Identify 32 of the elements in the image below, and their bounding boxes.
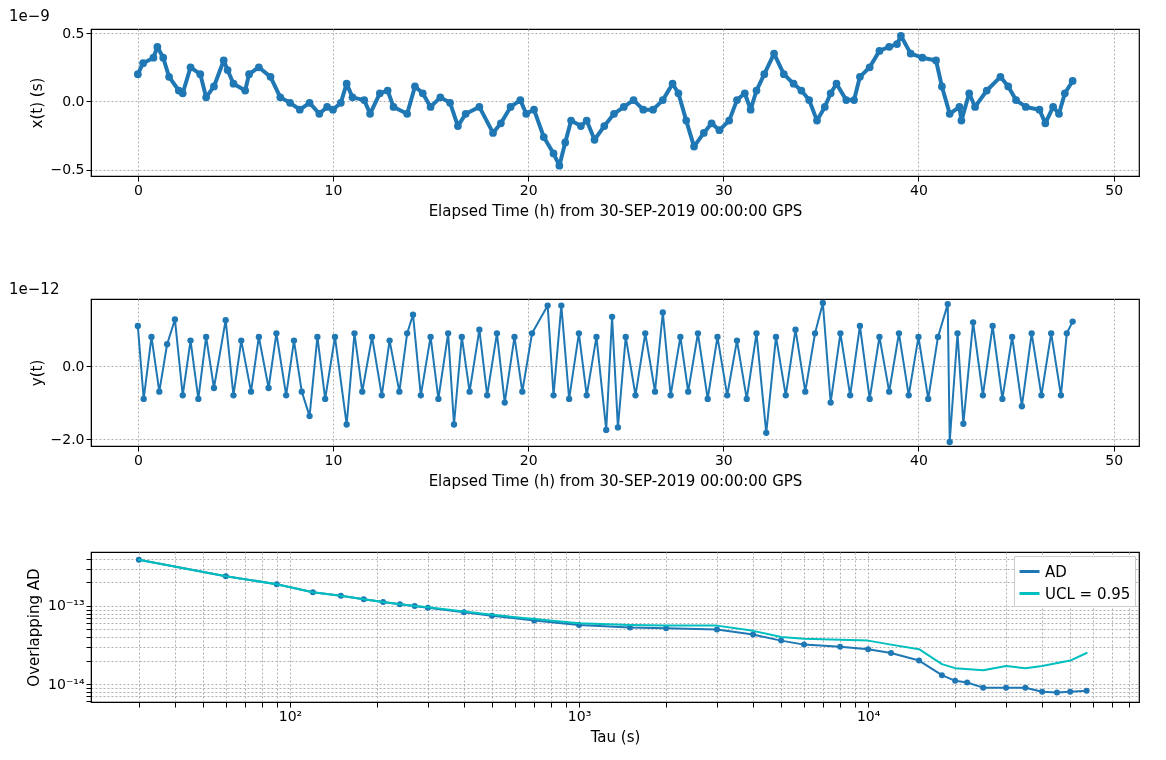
x-tick-label: 50 [1105,181,1124,198]
y-tick-label: 0.0 [62,92,85,109]
text: 1e−12 [9,280,60,298]
x-tick-label: 20 [519,181,538,198]
y-tick-label: 0.5 [62,24,85,41]
legend-label: AD [1045,562,1067,581]
x-axis-title: Tau (s) [589,727,641,746]
y-tick-label: −2.0 [50,430,85,447]
y-axis-title: y(t) [27,359,46,387]
x-tick-label: 20 [519,451,538,468]
x-tick-label: 0 [133,451,143,468]
x-tick-label: 40 [910,181,928,198]
x-tick-label: 10 [324,451,343,468]
legend-label: UCL = 0.95 [1045,584,1131,603]
x-tick-label: 50 [1105,451,1124,468]
x-tick-label: 0 [133,181,143,198]
x-tick-label: 10 [324,181,343,198]
x-axis-title: Elapsed Time (h) from 30-SEP-2019 00:00:00 GPS [428,201,803,220]
y-tick-label: 0.0 [62,357,85,374]
y-tick-label: 10⁻¹³ [48,597,85,614]
y-tick-label: −0.5 [50,161,85,178]
x-tick-label: 10³ [567,707,592,724]
x-tick-label: 30 [714,181,733,198]
y-tick-label: 10⁻¹⁴ [48,675,85,692]
text: 1e−9 [9,7,50,26]
x-tick-label: 10⁴ [856,707,881,724]
x-tick-label: 40 [910,451,928,468]
y-axis-title: x(t) (s) [27,77,46,129]
x-tick-label: 30 [714,451,733,468]
x-axis-title: Elapsed Time (h) from 30-SEP-2019 00:00:00 GPS [428,471,803,490]
x-tick-label: 10² [278,707,303,724]
y-axis-title: Overlapping AD [25,568,44,687]
